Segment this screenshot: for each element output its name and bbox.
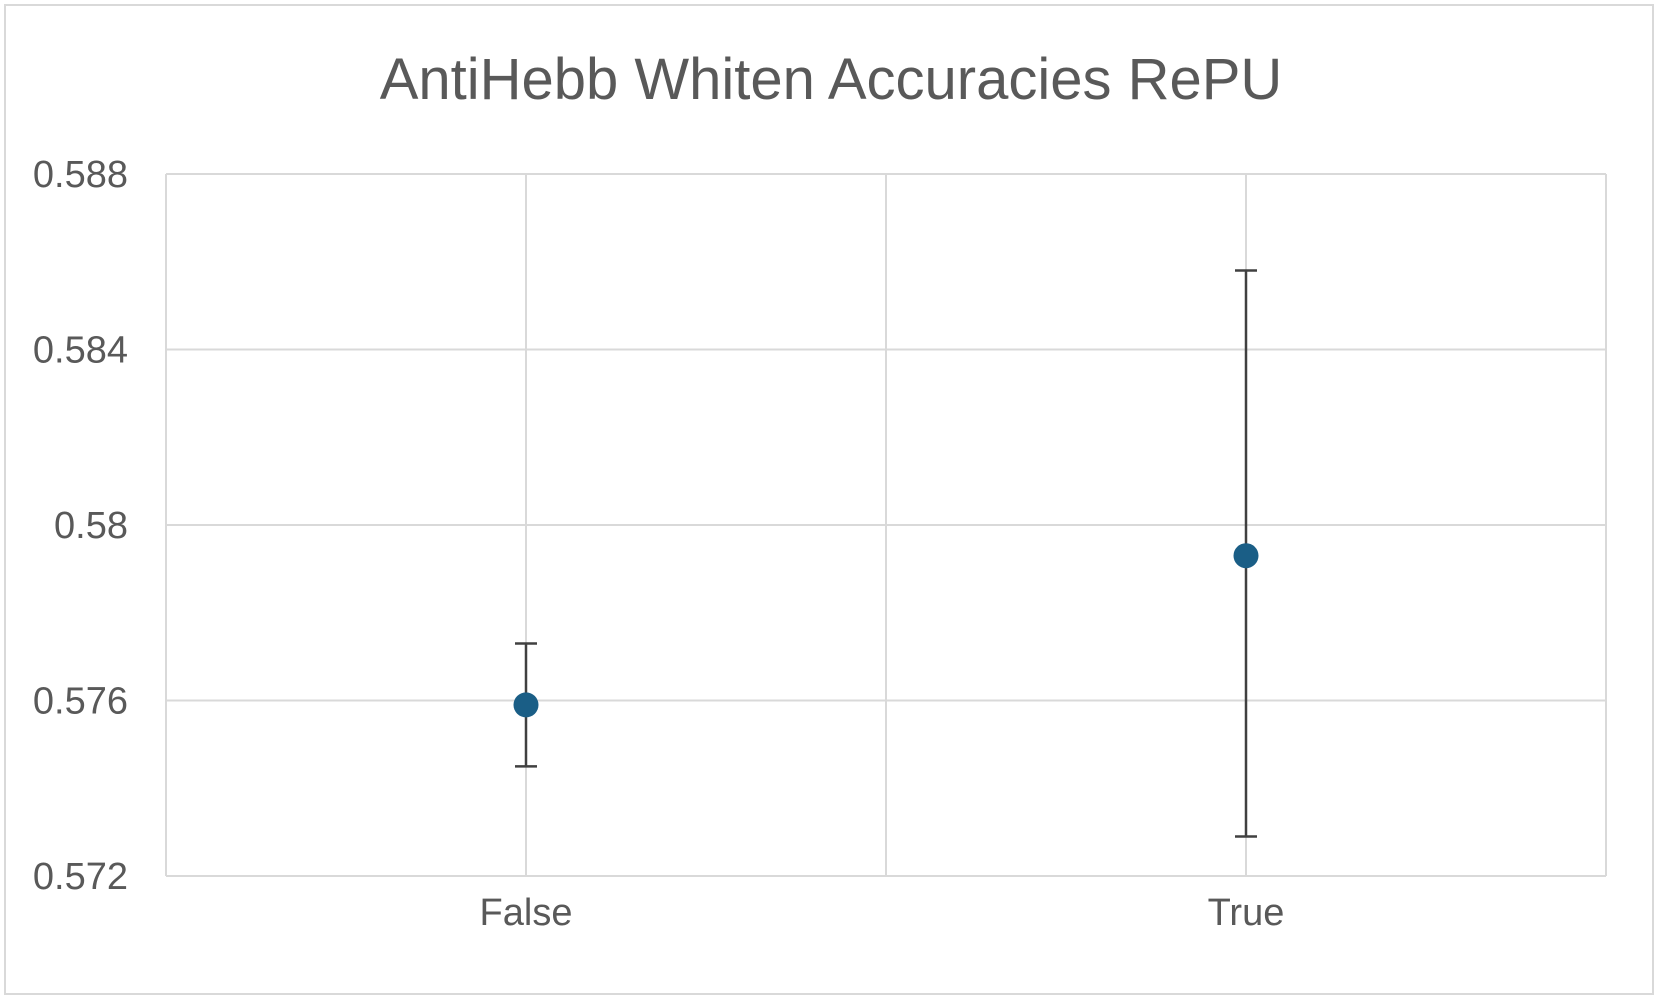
grid-layer (165, 173, 1607, 877)
data-point (1233, 543, 1259, 569)
y-tick-label: 0.584 (33, 330, 128, 372)
x-axis-ticks: False True (480, 892, 1285, 934)
chart-title: AntiHebb Whiten Accuracies RePU (380, 47, 1283, 112)
y-tick-label: 0.576 (33, 681, 128, 723)
y-tick-label: 0.58 (54, 505, 128, 547)
data-points (513, 543, 1259, 718)
x-tick-label: False (480, 892, 573, 934)
chart-frame (4, 4, 1654, 995)
y-axis-ticks: 0.572 0.576 0.58 0.584 0.588 (33, 154, 128, 898)
x-tick-label: True (1208, 892, 1285, 934)
y-tick-label: 0.588 (33, 154, 128, 196)
y-tick-label: 0.572 (33, 856, 128, 898)
data-point (513, 692, 539, 718)
